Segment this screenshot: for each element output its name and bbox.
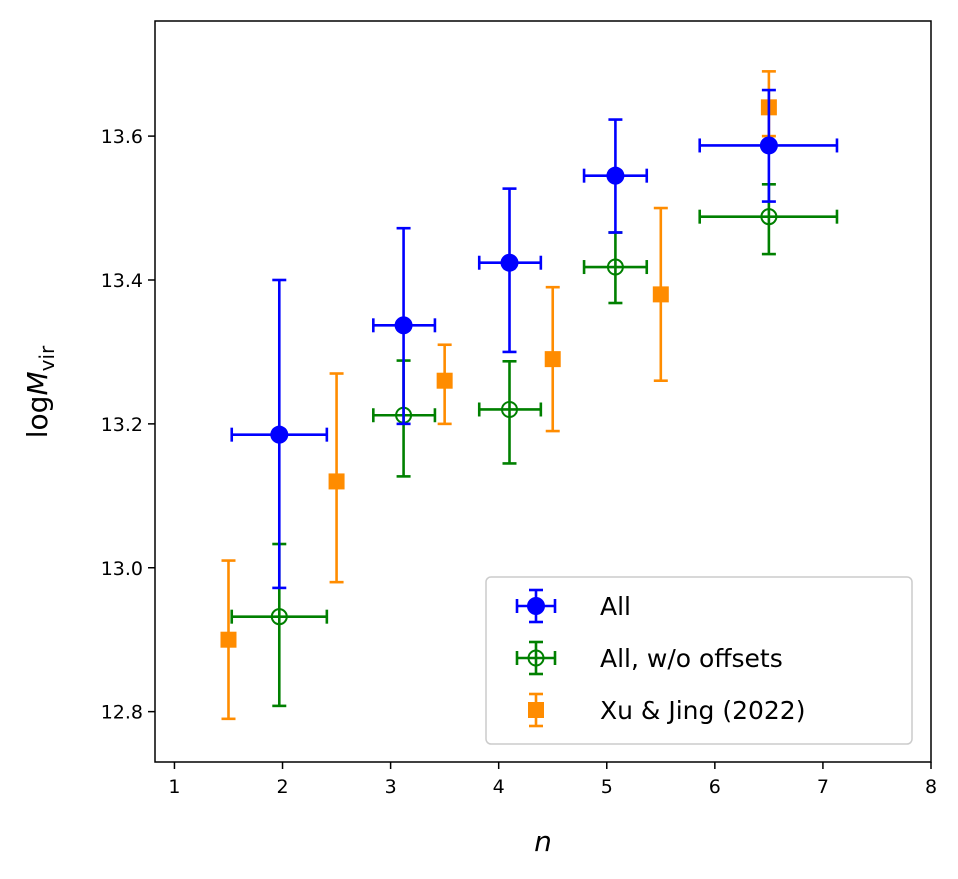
series-2 [220,70,777,721]
marker [759,136,778,155]
marker [328,473,345,490]
legend-marker [527,649,545,667]
y-axis-title-var: M [21,371,54,395]
legend-label: Xu & Jing (2022) [600,696,805,725]
legend-entry: All, w/o offsets [515,640,783,676]
x-tick-label: 2 [276,776,288,798]
marker [270,608,288,626]
marker [652,286,669,303]
data-point [544,285,561,433]
y-axis-title-log: log [21,396,54,439]
legend-entry: Xu & Jing (2022) [528,692,805,728]
plot-content [220,70,839,721]
x-axis-title: n [534,825,552,858]
marker [270,425,289,444]
x-tick-label: 4 [493,776,505,798]
legend-label: All [600,592,631,621]
y-tick-label: 13.2 [101,414,143,436]
svg-text:logMvir: logMvir [21,345,59,438]
marker [500,400,518,418]
legend-entry: All [515,588,631,624]
x-tick-label: 5 [601,776,613,798]
data-point [477,187,543,354]
y-tick-label: 13.0 [101,558,143,580]
legend-marker [528,702,544,718]
marker [606,258,624,276]
marker [220,631,237,648]
series-0 [230,88,839,590]
axes-frame [154,20,932,763]
y-tick-label: 13.4 [101,270,143,292]
y-axis-title-sub: vir [35,345,59,371]
x-tick-label: 3 [385,776,397,798]
y-axis: 12.8 13.0 13.2 13.4 13.6 [101,126,155,724]
data-point [328,372,345,584]
marker [394,316,413,335]
data-point [698,88,839,203]
data-point [582,231,649,305]
data-point [372,226,437,426]
marker [436,372,453,389]
data-point [220,559,237,721]
x-tick-label: 1 [168,776,180,798]
legend-frame [485,576,913,745]
y-tick-label: 12.8 [101,702,143,724]
marker [544,351,561,368]
x-tick-label: 8 [925,776,937,798]
x-tick-label: 7 [817,776,829,798]
data-point [582,118,649,234]
data-point [652,206,669,383]
legend: All All, w/o offsets Xu & Jing (2022) [485,576,913,745]
data-point [477,359,543,465]
y-axis-title: logMvir [21,345,59,438]
marker [760,208,778,226]
marker [500,253,519,272]
legend-label: All, w/o offsets [600,644,783,673]
marker [606,166,625,185]
x-tick-label: 6 [709,776,721,798]
data-point [230,278,329,590]
legend-marker [527,597,545,615]
y-tick-label: 13.6 [101,126,143,148]
x-axis: 1 2 3 4 5 6 7 8 [168,762,937,798]
data-point [436,343,453,426]
